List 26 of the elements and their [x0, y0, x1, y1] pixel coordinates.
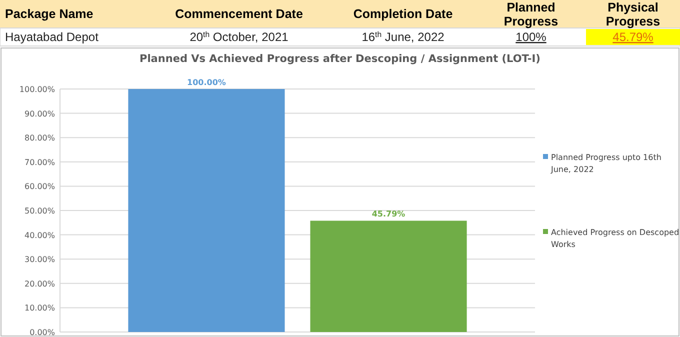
- text: Planned Progress: [504, 0, 558, 28]
- chart-title: Planned Vs Achieved Progress after Descoping / Assignment (LOT-I): [140, 53, 540, 65]
- text: 16$^{th}$ June, 2022: [362, 30, 445, 44]
- text: Commencement Date: [175, 7, 303, 21]
- legend-label: Planned Progress upto 16th June, 2022: [550, 153, 662, 174]
- y-tick-label: 100.00%: [19, 85, 56, 94]
- text: 45.79%: [612, 30, 654, 44]
- text: Physical Progress: [606, 0, 660, 28]
- text: 20$^{th}$ October, 2021: [190, 30, 289, 44]
- y-tick-label: 70.00%: [24, 158, 56, 167]
- y-tick-label: 60.00%: [24, 182, 56, 192]
- y-tick-label: 40.00%: [24, 230, 56, 240]
- data-label: 45.79%: [372, 210, 406, 219]
- y-tick-label: 30.00%: [24, 255, 56, 264]
- y-tick-label: 20.00%: [24, 279, 56, 288]
- text: 100%: [516, 30, 547, 44]
- y-tick-label: 80.00%: [24, 134, 56, 143]
- y-tick-label: 50.00%: [24, 206, 56, 216]
- legend-label: Achieved Progress on Descoped Works: [551, 228, 680, 249]
- text: Completion Date: [353, 7, 453, 21]
- text: Hayatabad Depot: [5, 30, 100, 44]
- text: Package Name: [5, 7, 94, 21]
- y-tick-label: 90.00%: [24, 109, 56, 118]
- y-tick-label: 0.00%: [30, 328, 56, 337]
- y-tick-label: 10.00%: [24, 304, 56, 313]
- data-label: 100.00%: [187, 78, 226, 87]
